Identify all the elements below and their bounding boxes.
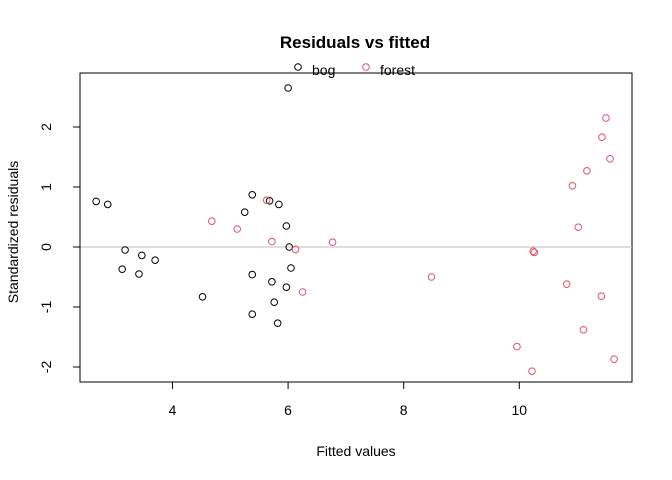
series-bog (92, 84, 295, 328)
point-forest (574, 223, 583, 231)
y-tick-label: 0 (38, 243, 54, 251)
point-forest (298, 288, 307, 296)
x-tick-label: 10 (511, 402, 527, 418)
y-axis-label: Standardized residuals (5, 161, 21, 303)
point-forest (262, 196, 271, 204)
point-bog (103, 200, 112, 209)
y-tick-label: 2 (38, 123, 54, 131)
point-forest (328, 238, 337, 246)
point-forest (602, 114, 610, 122)
x-axis-label: Fitted values (316, 443, 395, 459)
legend-marker-forest (362, 63, 370, 71)
point-bog (118, 265, 126, 274)
point-bog (275, 200, 283, 209)
x-axis: 4 6 8 10 (169, 381, 527, 418)
point-forest (597, 292, 606, 301)
chart-title: Residuals vs fitted (280, 33, 430, 52)
legend: bog forest (294, 62, 415, 78)
point-forest (598, 133, 606, 141)
plot-frame (79, 72, 633, 383)
point-bog (287, 264, 295, 272)
point-forest (268, 237, 276, 246)
point-forest (579, 326, 588, 334)
point-bog (151, 256, 159, 265)
y-tick-label: -1 (38, 301, 54, 314)
point-forest (530, 248, 539, 257)
x-tick-label: 8 (400, 402, 408, 418)
point-bog (248, 310, 257, 319)
point-bog (248, 270, 257, 279)
data-points (92, 84, 618, 376)
point-bog (268, 278, 276, 286)
legend-label-bog: bog (312, 62, 335, 78)
x-tick-label: 6 (284, 402, 292, 418)
point-bog (198, 293, 207, 301)
point-forest (427, 273, 436, 281)
point-bog (284, 84, 292, 92)
legend-marker-bog (294, 63, 302, 71)
y-axis: -2 -1 0 1 2 (38, 123, 81, 374)
point-forest (568, 182, 577, 190)
point-bog (248, 191, 257, 199)
legend-label-forest: forest (380, 62, 415, 78)
point-forest (610, 355, 618, 364)
point-forest (233, 225, 242, 233)
y-tick-label: 1 (38, 183, 54, 191)
point-forest (583, 167, 591, 175)
point-forest (291, 245, 300, 254)
point-bog (282, 222, 291, 230)
point-bog (273, 319, 282, 328)
point-bog (135, 270, 143, 278)
x-tick-label: 4 (169, 402, 177, 418)
point-bog (285, 243, 294, 251)
y-tick-label: -2 (38, 361, 54, 374)
point-bog (138, 251, 146, 260)
series-forest (207, 114, 618, 376)
point-forest (606, 155, 614, 163)
point-forest (562, 280, 571, 289)
point-forest (528, 367, 536, 376)
point-bog (240, 208, 249, 216)
point-bog (265, 197, 274, 205)
point-forest (529, 247, 537, 255)
point-bog (282, 283, 291, 292)
point-forest (513, 342, 521, 351)
point-bog (121, 246, 129, 254)
point-forest (207, 217, 216, 225)
point-bog (270, 298, 279, 307)
point-bog (92, 197, 100, 206)
